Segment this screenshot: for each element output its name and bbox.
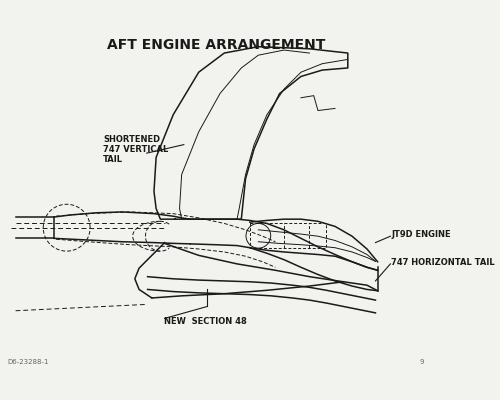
Text: 747 HORIZONTAL TAIL: 747 HORIZONTAL TAIL [391,258,495,267]
Text: 747 VERTICAL: 747 VERTICAL [103,145,168,154]
Text: AFT ENGINE ARRANGEMENT: AFT ENGINE ARRANGEMENT [106,38,325,52]
Text: SHORTENED: SHORTENED [103,135,160,144]
Text: 9: 9 [420,359,424,365]
Text: JT9D ENGINE: JT9D ENGINE [391,230,451,240]
Text: NEW  SECTION 48: NEW SECTION 48 [164,317,246,326]
Text: D6-23288-1: D6-23288-1 [7,359,48,365]
Text: TAIL: TAIL [103,156,123,164]
